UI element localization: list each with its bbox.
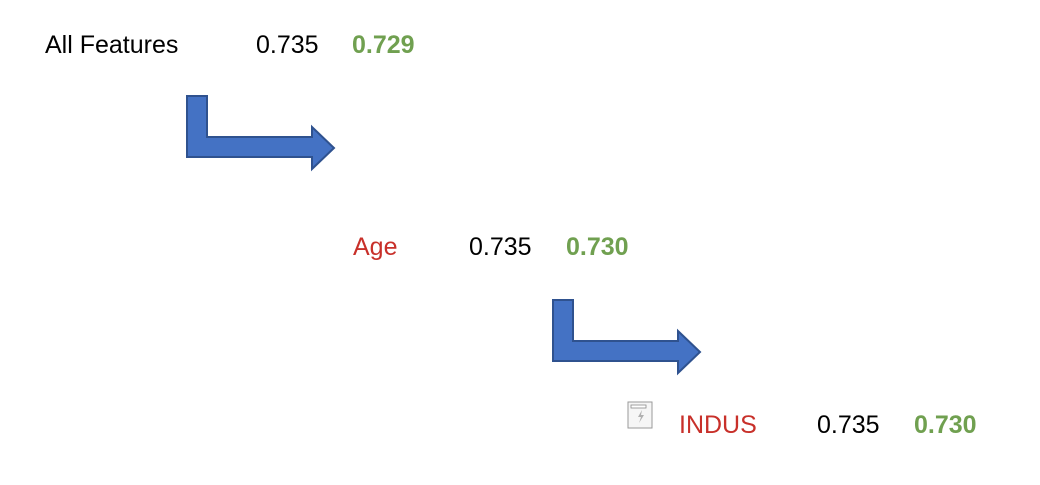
bent-arrow-icon [552,299,702,376]
step-1-label: All Features [45,31,179,59]
step-3-score-a: 0.735 [817,411,880,439]
step-3-score-b: 0.730 [914,411,977,439]
step-2-score-a: 0.735 [469,233,532,261]
step-2-label: Age [353,233,398,261]
step-3-label: INDUS [679,411,757,439]
broken-image-icon [627,401,653,429]
step-1-score-a: 0.735 [256,31,319,59]
step-1-score-b: 0.729 [352,31,415,59]
bent-arrow-icon [186,95,336,172]
step-2-score-b: 0.730 [566,233,629,261]
